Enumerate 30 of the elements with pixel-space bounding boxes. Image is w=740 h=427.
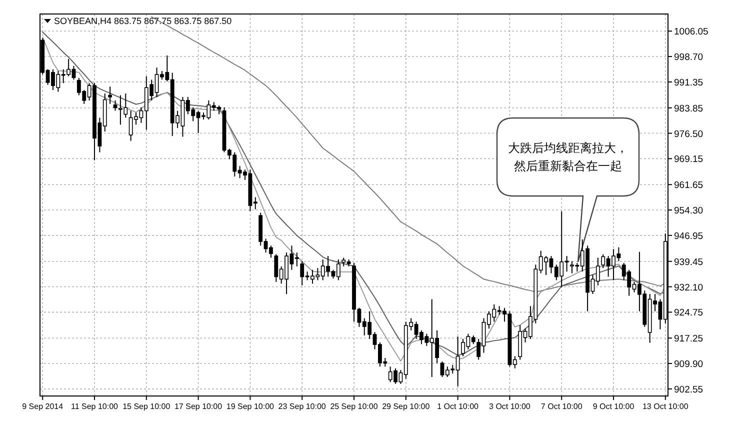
y-tick-label: 998.70 (674, 52, 704, 64)
x-tick-label: 19 Sep 10:00 (226, 402, 275, 411)
x-tick-label: 15 Sep 10:00 (122, 402, 171, 411)
y-tick-label: 961.65 (674, 180, 704, 192)
annotation: 大跌后均线距离拉大，然后重新黏合在一起 (508, 141, 628, 173)
x-tick-label: 25 Sep 10:00 (330, 402, 378, 411)
chart-title: SOYBEAN,H4 863.75 867.75 863.75 867.50 (54, 16, 232, 26)
y-tick-label: 939.45 (674, 256, 704, 268)
x-tick-label: 17 Sep 10:00 (174, 402, 223, 411)
x-tick-label: 13 Oct 10:00 (642, 402, 689, 411)
y-tick-label: 946.95 (674, 230, 704, 242)
x-tick-label: 11 Sep 10:00 (70, 402, 119, 411)
y-tick-label: 976.50 (674, 128, 704, 140)
y-tick-label: 983.85 (674, 103, 704, 114)
y-tick-label: 924.75 (674, 308, 704, 319)
y-tick-label: 969.15 (674, 154, 704, 166)
y-tick-label: 909.90 (674, 359, 704, 370)
x-tick-label: 29 Sep 10:00 (382, 402, 430, 411)
y-tick-label: 917.25 (674, 334, 704, 345)
x-tick-label: 9 Oct 10:00 (592, 402, 635, 411)
y-tick-label: 932.10 (674, 282, 704, 294)
x-tick-label: 1 Oct 10:00 (437, 402, 480, 411)
x-tick-label: 23 Sep 10:00 (278, 402, 326, 411)
y-tick-label: 1006.05 (674, 26, 708, 38)
y-tick-label: 954.30 (674, 206, 704, 217)
x-tick-label: 7 Oct 10:00 (540, 402, 583, 411)
y-tick-label: 991.35 (674, 77, 704, 88)
x-tick-label: 3 Oct 10:00 (489, 402, 531, 411)
x-tick-label: 9 Sep 2014 (22, 402, 64, 411)
y-tick-label: 902.55 (674, 384, 704, 396)
